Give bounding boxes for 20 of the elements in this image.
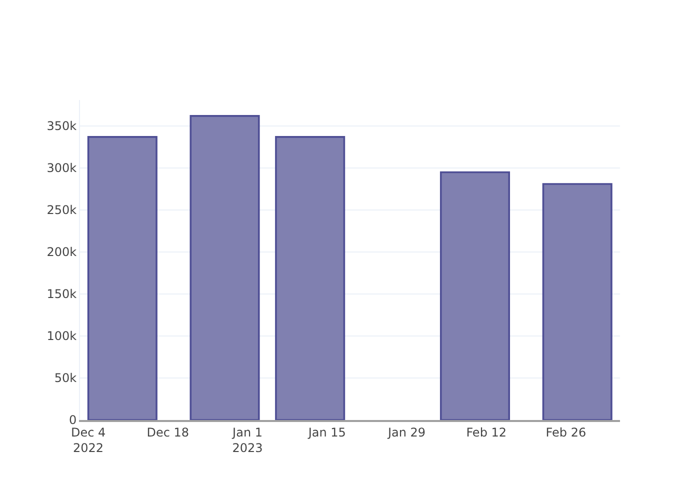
y-tick-label: 150k — [46, 287, 77, 302]
y-tick-label: 350k — [46, 119, 77, 134]
bar — [87, 136, 158, 420]
bar — [275, 136, 346, 420]
x-tick-label: Feb 26 — [546, 425, 586, 440]
x-tick-label: Dec 18 — [146, 425, 190, 440]
bar — [542, 183, 612, 420]
y-tick-label: 100k — [46, 329, 77, 344]
x-tick-label: Jan 15 — [307, 425, 346, 440]
x-tick-label: Jan 1 2023 — [232, 425, 263, 455]
y-tick-label: 300k — [46, 161, 77, 176]
y-tick-label: 200k — [46, 245, 77, 260]
x-tick-label: Jan 29 — [386, 425, 426, 440]
y-tick-label: 250k — [46, 203, 77, 218]
y-tick-label: 50k — [54, 371, 77, 386]
bar — [190, 115, 260, 420]
bar — [440, 171, 510, 420]
x-tick-label: Feb 12 — [466, 425, 507, 440]
y-tick-label: 0 — [68, 413, 77, 428]
x-tick-label: Dec 4 2022 — [70, 425, 106, 455]
